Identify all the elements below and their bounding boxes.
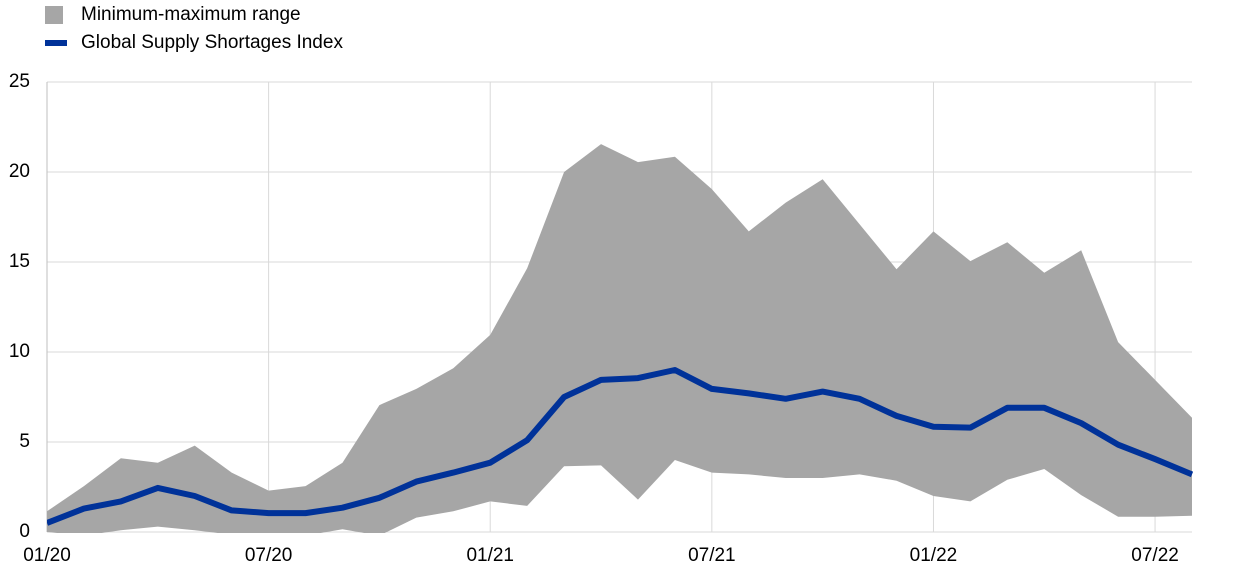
x-tick-label: 07/20 <box>245 545 293 566</box>
y-tick-label: 10 <box>9 341 30 362</box>
plot-area <box>47 144 1193 533</box>
y-tick-label: 0 <box>19 521 30 542</box>
range-area <box>47 144 1192 533</box>
x-tick-label: 07/22 <box>1131 545 1179 566</box>
legend-label: Global Supply Shortages Index <box>81 32 343 53</box>
legend-label: Minimum-maximum range <box>81 4 301 25</box>
y-tick-label: 20 <box>9 161 30 182</box>
x-tick-label: 01/21 <box>466 545 514 566</box>
x-tick-label: 01/20 <box>23 545 71 566</box>
x-tick-label: 01/22 <box>910 545 958 566</box>
legend-swatch <box>45 6 63 24</box>
labels: 0 5 10 15 20 25 01/20 07/20 01/21 07/21 01/22 07/22 <box>9 71 1179 566</box>
y-tick-label: 25 <box>9 71 30 92</box>
x-tick-label: 07/21 <box>688 545 736 566</box>
y-tick-label: 15 <box>9 251 30 272</box>
y-tick-label: 5 <box>19 431 30 452</box>
legend-swatch <box>45 40 67 46</box>
legend: Minimum-maximum range Global Supply Short… <box>45 4 343 53</box>
index-line <box>47 367 1193 526</box>
